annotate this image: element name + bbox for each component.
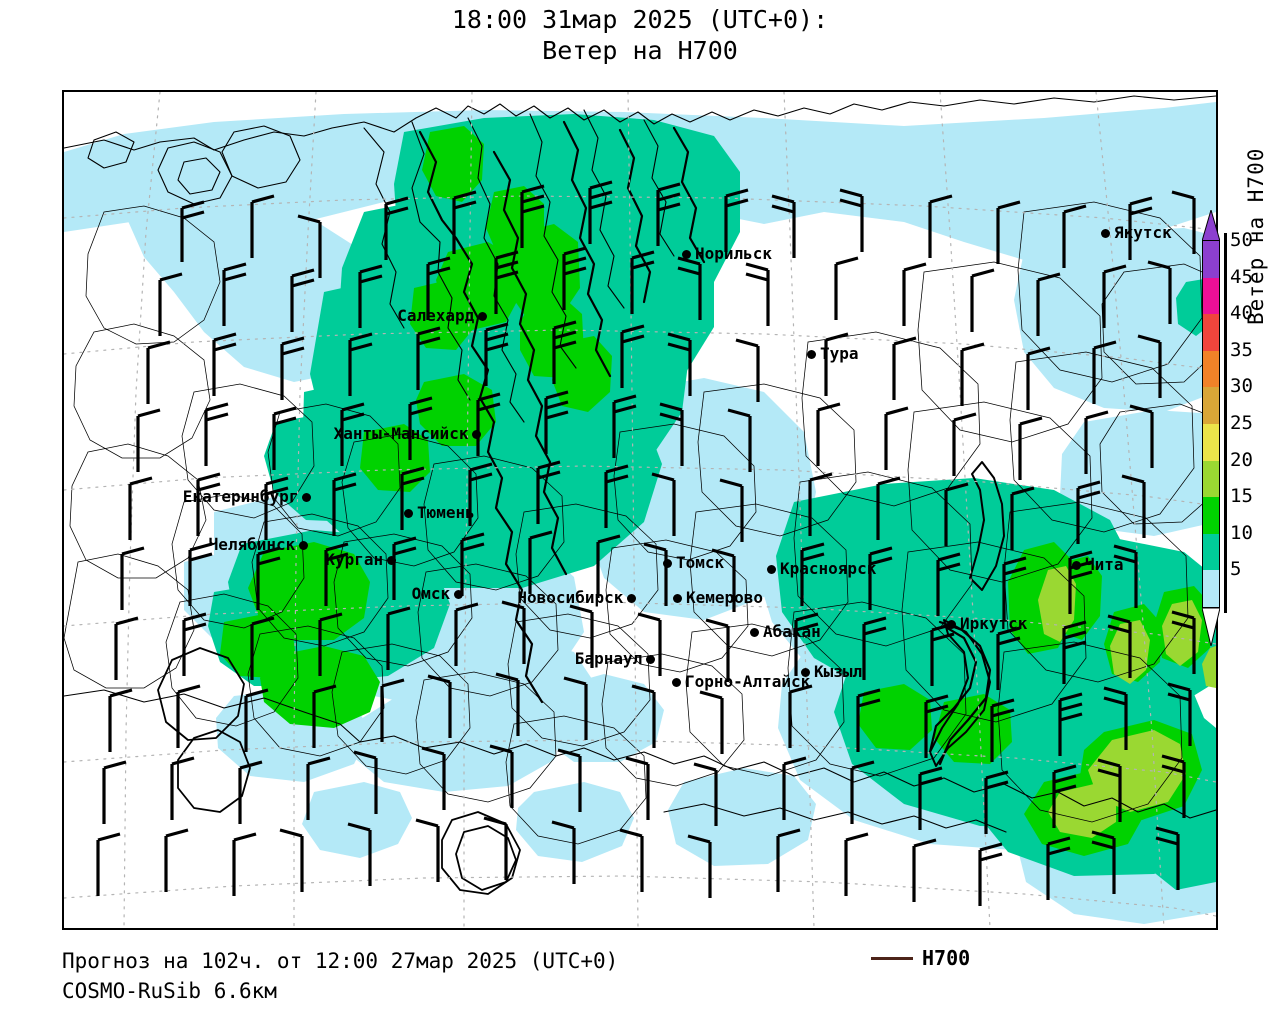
city-marker: Салехард (397, 306, 488, 325)
city-label: Челябинск (208, 535, 296, 554)
colorbar-segment (1203, 277, 1219, 315)
city-marker: Томск (663, 555, 724, 571)
city-dot (750, 627, 759, 637)
colorbar-segment (1203, 314, 1219, 351)
title-line-valid-time: 18:00 31мар 2025 (UTC+0): (451, 5, 829, 34)
city-dot (302, 492, 312, 502)
city-dot (404, 508, 413, 518)
city-dot (947, 619, 956, 629)
legend-h700-line (871, 956, 913, 960)
city-dot (672, 677, 681, 687)
city-marker: Тура (807, 346, 859, 362)
city-dot (801, 667, 810, 677)
colorbar-below-min-arrow (1202, 608, 1220, 646)
city-dot (454, 589, 464, 599)
colorbar-above-max-arrow (1202, 210, 1220, 241)
city-marker: Горно-Алтайск (672, 674, 810, 690)
colorbar-tick-label: 15 (1230, 485, 1253, 508)
city-dot (646, 654, 656, 664)
colorbar-segment (1203, 350, 1219, 388)
city-marker: Новосибирск (517, 588, 637, 607)
colorbar-segment (1203, 241, 1219, 278)
city-dot (478, 311, 488, 321)
chart-title: 18:00 31мар 2025 (UTC+0): Ветер на H700 (0, 4, 1280, 66)
city-label: Красноярск (780, 559, 877, 578)
city-dot (387, 555, 397, 565)
wind-barb-field (96, 180, 1196, 906)
colorbar-tick-label: 50 (1230, 229, 1253, 251)
city-label: Омск (411, 584, 451, 603)
city-dot (1101, 228, 1110, 238)
colorbar-tick-label: 45 (1230, 265, 1253, 288)
city-dot (627, 593, 637, 603)
city-marker: Омск (412, 586, 464, 602)
city-marker: Ханты-Мансийск (334, 426, 482, 442)
city-label: Кемерово (686, 588, 764, 607)
city-dot (472, 429, 482, 439)
city-label: Тюмень (417, 503, 475, 522)
city-label: Барнаул (574, 649, 643, 668)
footer: Прогноз на 102ч. от 12:00 27мар 2025 (UT… (62, 946, 1242, 1006)
city-dot (299, 540, 309, 550)
city-marker: Абакан (750, 624, 821, 640)
city-label: Абакан (763, 622, 821, 641)
footer-forecast-info: Прогноз на 102ч. от 12:00 27мар 2025 (UT… (62, 949, 619, 973)
legend-h700: H700 (871, 946, 970, 970)
city-marker: Чита (1072, 557, 1124, 573)
city-marker: Кызыл (801, 664, 862, 680)
city-label: Кызыл (814, 662, 863, 681)
colorbar-tick-label: 10 (1230, 521, 1253, 544)
city-marker: Екатеринбург (183, 489, 312, 505)
city-marker: Курган (325, 550, 397, 569)
map-frame[interactable]: Норильск Якутск Тура Салехард Ханты-Мансийск… (62, 90, 1218, 930)
weather-map[interactable] (64, 92, 1216, 928)
colorbar-tick-label: 20 (1230, 448, 1253, 471)
city-dot (673, 593, 682, 603)
city-marker: Кемерово (673, 590, 763, 606)
city-label: Ханты-Мансийск (333, 424, 469, 443)
city-dot (1072, 560, 1081, 570)
city-marker: Тюмень (404, 505, 475, 521)
city-marker: Красноярск (767, 561, 876, 577)
colorbar-axis-line (1224, 233, 1227, 613)
colorbar-title: Ветер на H700 (1244, 147, 1268, 325)
wind-fill-20-25 (1038, 566, 1216, 838)
colorbar-segment (1203, 533, 1219, 571)
city-marker: Норильск (682, 246, 772, 262)
city-label: Якутск (1114, 223, 1172, 242)
city-marker: Иркутск (947, 616, 1027, 632)
city-label: Горно-Алтайск (685, 672, 811, 691)
colorbar-segment (1203, 460, 1219, 498)
colorbar-tick-label: 5 (1230, 558, 1242, 581)
city-dot (767, 564, 776, 574)
colorbar-segment (1203, 423, 1219, 461)
title-line-variable: Ветер на H700 (542, 36, 738, 65)
city-label: Новосибирск (517, 588, 624, 607)
colorbar-tick-label: 30 (1230, 375, 1253, 398)
colorbar-segment (1203, 497, 1219, 534)
colorbar-segment (1203, 570, 1219, 607)
colorbar-tick-label: 25 (1230, 412, 1253, 434)
city-dot (663, 558, 672, 568)
colorbar-tick-label: 35 (1230, 338, 1253, 361)
city-label: Тура (820, 344, 859, 363)
city-dot (682, 249, 691, 259)
city-label: Чита (1085, 555, 1124, 574)
city-label: Екатеринбург (182, 487, 299, 506)
colorbar: Ветер на H700 50 45 40 35 30 25 20 15 10 5 (1196, 148, 1280, 655)
city-marker: Барнаул (574, 649, 656, 668)
colorbar-tick-label: 40 (1230, 302, 1253, 325)
city-label: Иркутск (960, 614, 1028, 633)
city-label: Курган (325, 550, 384, 569)
city-label: Норильск (695, 244, 773, 263)
city-marker: Челябинск (209, 537, 309, 553)
colorbar-segment (1203, 387, 1219, 424)
footer-model-name: COSMO-RuSib 6.6км (62, 979, 277, 1003)
legend-h700-label: H700 (922, 946, 971, 970)
city-label: Салехард (397, 306, 475, 325)
city-marker: Якутск (1101, 225, 1172, 241)
city-label: Томск (676, 553, 725, 572)
colorbar-gradient (1202, 240, 1220, 608)
city-dot (807, 349, 816, 359)
